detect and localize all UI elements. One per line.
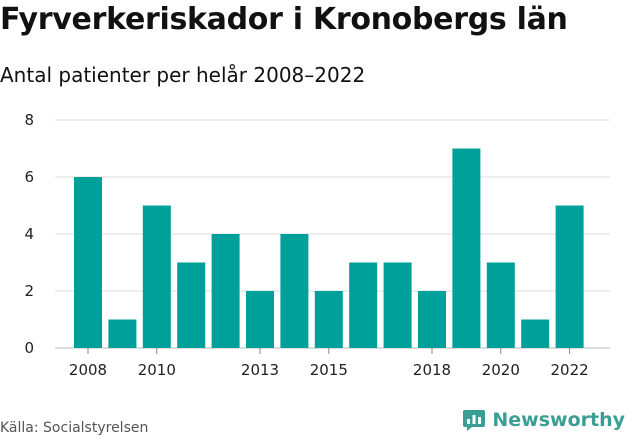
x-tick-label: 2010 xyxy=(138,361,176,379)
newsworthy-logo-text: Newsworthy xyxy=(492,409,625,431)
bar-2008 xyxy=(74,177,102,348)
bar-2011 xyxy=(177,262,206,348)
y-tick-label: 0 xyxy=(24,339,34,357)
bar-2014 xyxy=(280,234,309,348)
bars xyxy=(74,148,584,348)
bar-2017 xyxy=(383,262,412,348)
x-tick-label: 2015 xyxy=(310,361,348,379)
bar-2012 xyxy=(211,234,240,348)
bar-2009 xyxy=(108,319,137,348)
bar-2021 xyxy=(521,319,550,348)
bar-2020 xyxy=(486,262,515,348)
y-tick-label: 8 xyxy=(24,111,34,129)
newsworthy-logo-icon xyxy=(463,410,486,431)
source-note: Källa: Socialstyrelsen xyxy=(0,420,149,436)
y-tick-label: 4 xyxy=(24,225,34,243)
x-tick-label: 2018 xyxy=(413,361,451,379)
y-tick-label: 2 xyxy=(24,282,34,300)
chart-subtitle: Antal patienter per helår 2008–2022 xyxy=(0,63,366,87)
bar-2018 xyxy=(418,291,446,348)
x-axis-ticks: 2008 2010 2013 2015 2018 2020 2022 xyxy=(69,348,589,379)
x-tick-label: 2008 xyxy=(69,361,107,379)
bar-2019 xyxy=(452,148,481,348)
x-tick-label: 2013 xyxy=(241,361,279,379)
y-tick-label: 6 xyxy=(24,168,34,186)
chart-title: Fyrverkeriskador i Kronobergs län xyxy=(0,2,568,37)
x-tick-label: 2020 xyxy=(482,361,520,379)
x-tick-label: 2022 xyxy=(551,361,589,379)
bar-2013 xyxy=(246,291,274,348)
bar-2022 xyxy=(555,205,584,348)
bar-2010 xyxy=(142,205,171,348)
newsworthy-logo: Newsworthy xyxy=(462,408,625,432)
y-axis-ticks: 0 2 4 6 8 xyxy=(24,111,34,357)
bar-chart: 0 2 4 6 8 2008 2010 2013 2015 2018 2020 2022 xyxy=(24,111,610,379)
bar-2015 xyxy=(314,291,343,348)
bar-2016 xyxy=(349,262,378,348)
